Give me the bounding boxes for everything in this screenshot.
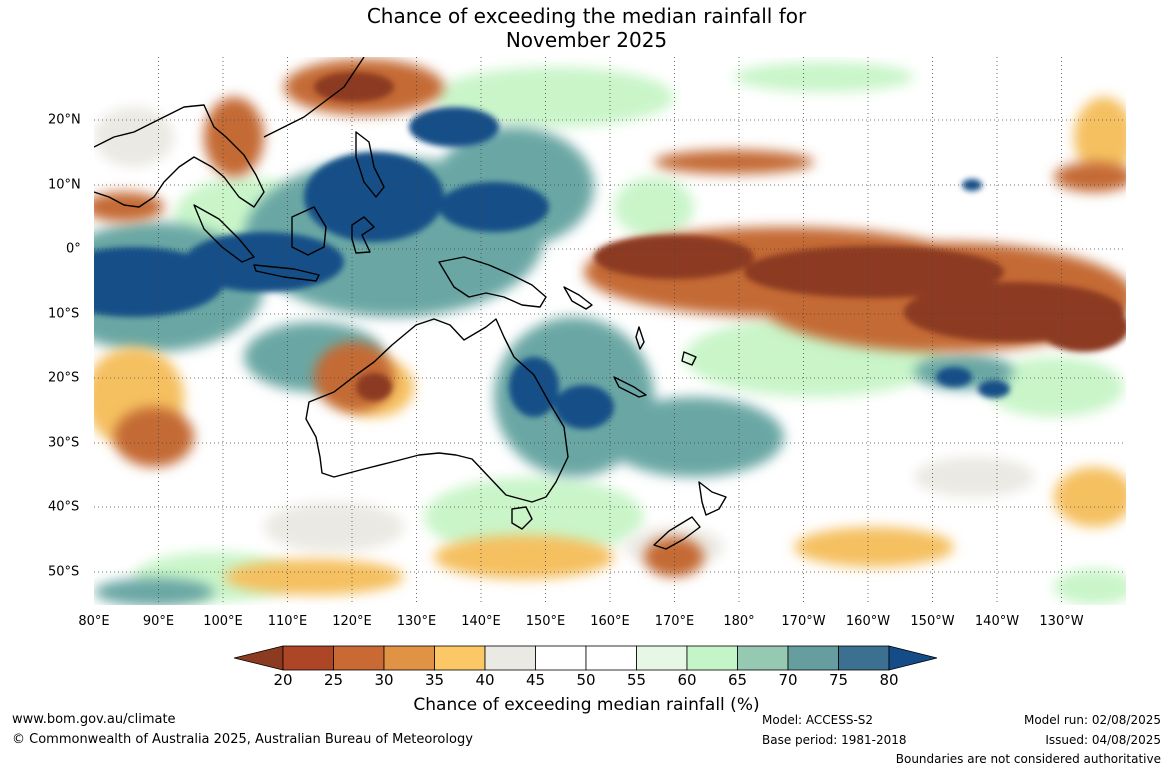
colorbar-cell [787,645,839,671]
new-guinea-coast [438,256,547,308]
colorbar-tick: 55 [626,671,647,689]
colorbar-cell [333,645,385,671]
y-tick-label: 50°S [48,564,80,580]
colorbar-cell [636,645,688,671]
colorbar-cell [383,645,435,671]
colorbar-extend-high [888,645,938,671]
dry-light-areas [94,97,1126,595]
colorbar-tick: 80 [879,671,899,689]
colorbar [234,645,938,671]
colorbar-tick: 25 [323,671,344,689]
copyright-text: © Commonwealth of Australia 2025, Austra… [12,732,473,747]
colorbar-tick: 75 [828,671,849,689]
x-tick-label: 120°E [332,614,372,629]
y-tick-label: 10°N [48,177,81,193]
dry-strong-areas [314,72,1126,401]
colorbar-cell [737,645,789,671]
y-tick-label: 20°N [48,112,81,128]
y-tick-label: 0° [66,241,81,257]
wet-strong-areas [94,107,1010,429]
x-tick-label: 150°E [525,614,566,629]
colorbar-cell [585,645,637,671]
colorbar-tick: 20 [273,671,293,689]
website-text: www.bom.gov.au/climate [12,712,176,727]
x-tick-label: 180° [723,614,755,629]
coastlines [94,57,727,550]
colorbar-cell [484,645,536,671]
y-tick-label: 30°S [48,435,80,451]
tasmania-coast [511,506,533,530]
model-text: Model: ACCESS-S2 [762,713,874,727]
colorbar-tick: 50 [576,671,596,689]
philippines-coast [355,131,385,198]
base-period-text: Base period: 1981-2018 [762,733,907,747]
asia-coast [94,104,265,208]
x-tick-label: 140°E [461,614,501,629]
sumatra-coast [193,204,255,263]
colorbar-cell [838,645,890,671]
colorbar-cell [434,645,486,671]
colorbar-tick: 60 [677,671,697,689]
rainfall-map [94,57,1126,605]
fiji-islands [681,351,697,366]
colorbar-tick: 35 [424,671,445,689]
x-tick-label: 170°E [654,614,695,629]
x-tick-label: 130°W [1039,614,1084,629]
title-line-2: November 2025 [505,28,668,52]
model-run-text: Model run: 02/08/2025 [1023,713,1161,727]
colorbar-extend-low [234,645,284,671]
australia-coast [305,318,569,503]
map-title: Chance of exceeding the median rainfall … [0,4,1173,52]
new-zealand-south [653,516,701,550]
colorbar-tick: 30 [374,671,394,689]
solomon-islands [563,286,593,310]
x-tick-label: 160°E [590,614,630,629]
x-tick-label: 90°E [142,614,175,629]
colorbar-cell [282,645,334,671]
disclaimer-text: Boundaries are not considered authoritat… [895,752,1161,766]
graticule [94,57,1126,605]
x-tick-label: 130°E [396,614,437,629]
x-tick-label: 140°W [974,614,1020,629]
china-coast [263,57,365,138]
colorbar-label: Chance of exceeding median rainfall (%) [413,695,760,715]
x-tick-label: 80°E [78,614,110,629]
y-tick-label: 20°S [48,370,80,386]
colorbar-tick: 65 [727,671,748,689]
new-zealand-north [698,481,727,516]
x-tick-label: 100°E [203,614,243,629]
sulawesi-coast [351,216,375,254]
colorbar-tick: 70 [778,671,798,689]
y-tick-label: 10°S [48,306,80,322]
colorbar-tick: 45 [525,671,546,689]
vanuatu-islands [635,326,645,350]
x-tick-label: 110°E [267,614,308,629]
java-coast [253,264,320,282]
x-tick-label: 150°W [910,614,955,629]
y-tick-label: 40°S [48,499,80,515]
colorbar-cell [686,645,738,671]
borneo-coast [291,206,327,256]
x-tick-label: 160°W [845,614,891,629]
colorbar-cell [535,645,587,671]
colorbar-tick: 40 [475,671,495,689]
title-line-1: Chance of exceeding the median rainfall … [366,4,807,28]
x-tick-label: 170°W [781,614,826,629]
issued-text: Issued: 04/08/2025 [1045,733,1161,747]
new-caledonia [613,376,647,398]
